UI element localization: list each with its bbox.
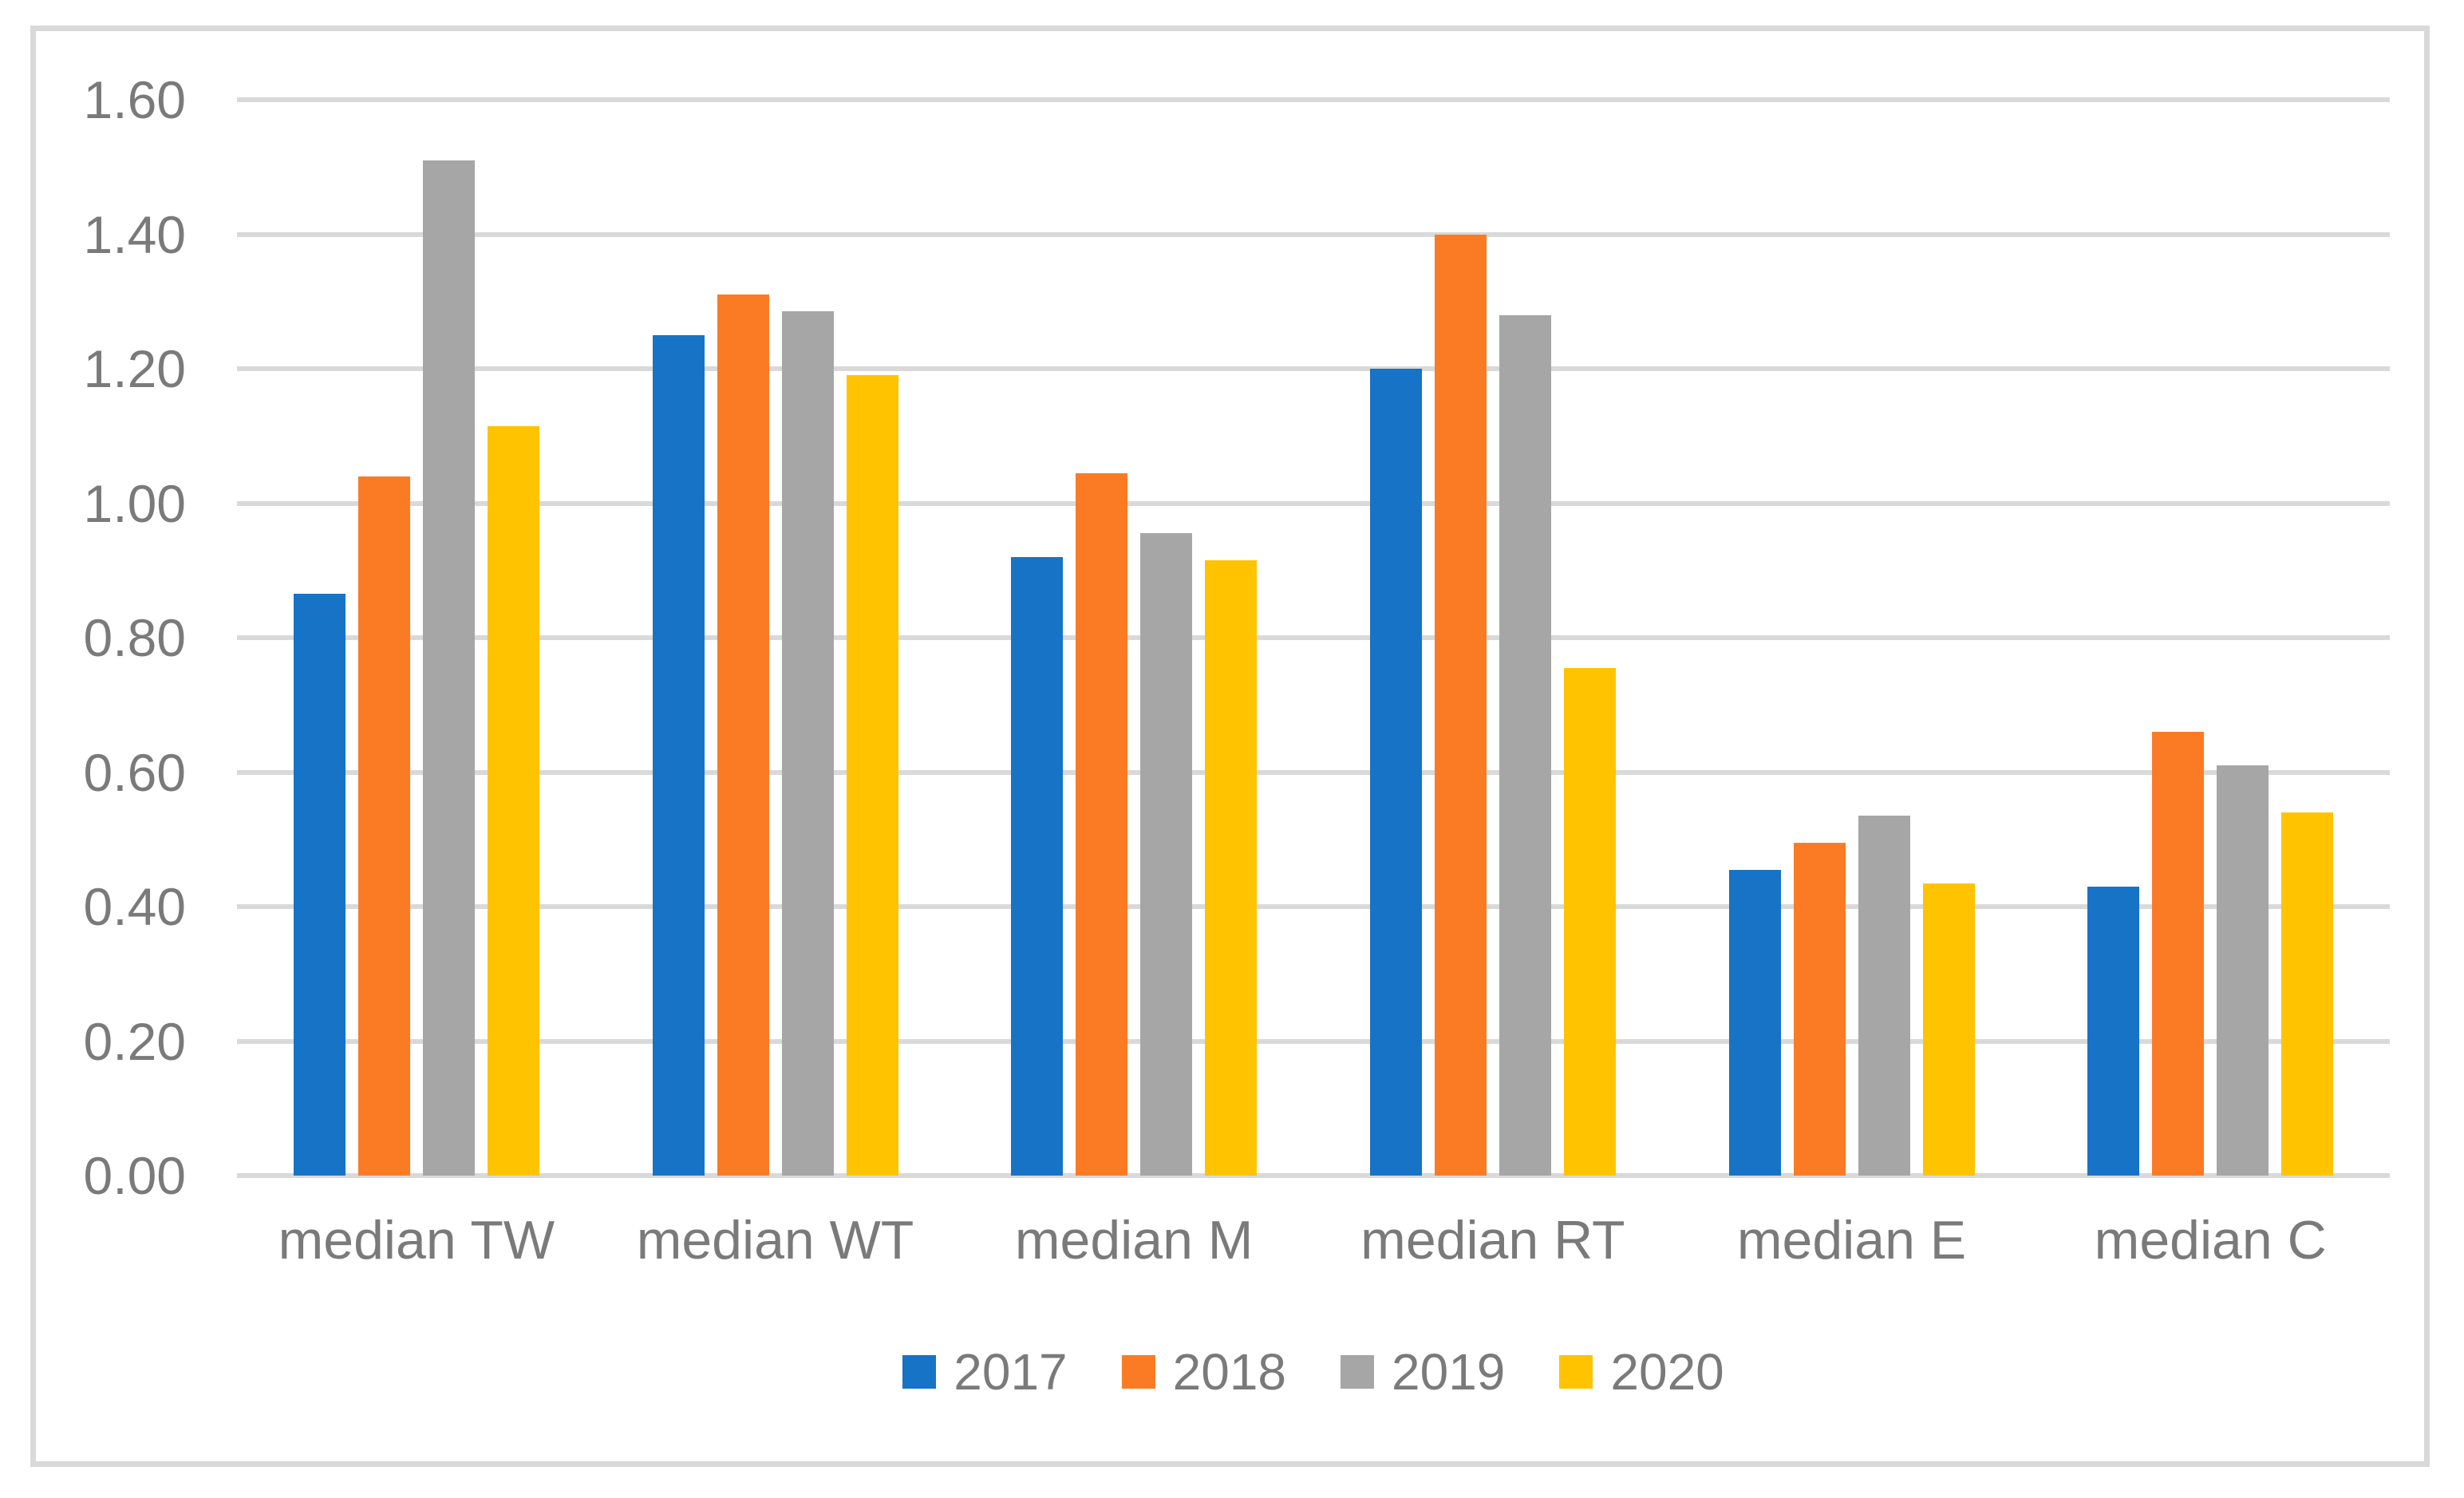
gridline: [237, 501, 2390, 506]
gridline: [237, 1173, 2390, 1178]
x-category-label: median C: [2094, 1210, 2327, 1271]
x-category-label: median WT: [636, 1210, 914, 1271]
chart-border: 0.00 0.20 0.40 0.60 0.80 1.00 1.20 1.40 1.60 med…: [30, 26, 2430, 1467]
bar-2017-median-c: [2087, 887, 2139, 1176]
y-tick-label: 1.60: [83, 70, 186, 129]
bar-2020-median-e: [1923, 883, 1975, 1176]
bar-2020-median-m: [1205, 560, 1257, 1176]
legend-item-2019: 2019: [1341, 1344, 1505, 1400]
bar-2019-median-m: [1140, 533, 1192, 1176]
bar-2019-median-tw: [423, 160, 475, 1176]
y-tick-label: 1.40: [83, 205, 186, 264]
plot-area: [237, 97, 2390, 1178]
bar-2018-median-e: [1794, 843, 1846, 1176]
gridline: [237, 97, 2390, 102]
y-tick-label: 0.40: [83, 877, 186, 936]
legend-swatch-2017: [902, 1355, 937, 1389]
legend-label-2019: 2019: [1392, 1343, 1506, 1401]
y-tick-label: 1.20: [83, 339, 186, 398]
y-tick-label: 0.80: [83, 608, 186, 667]
y-tick-label: 0.20: [83, 1012, 186, 1071]
bar-2020-median-c: [2281, 812, 2333, 1176]
legend-item-2018: 2018: [1121, 1343, 1286, 1401]
bar-2019-median-e: [1858, 816, 1910, 1176]
legend-swatch-2020: [1559, 1355, 1593, 1389]
gridline: [237, 635, 2390, 640]
bar-2017-median-m: [1011, 557, 1063, 1176]
bar-2020-median-rt: [1564, 668, 1616, 1176]
legend-label-2017: 2017: [954, 1343, 1068, 1401]
bar-2019-median-wt: [782, 311, 834, 1176]
y-tick-label: 0.00: [83, 1146, 186, 1205]
y-tick-label: 0.60: [83, 743, 186, 802]
gridline: [237, 904, 2390, 909]
legend-label-2018: 2018: [1172, 1343, 1286, 1401]
y-axis: 0.00 0.20 0.40 0.60 0.80 1.00 1.20 1.40 1.60: [36, 70, 186, 1205]
x-category-label: median E: [1736, 1210, 1967, 1271]
bar-2018-median-tw: [358, 476, 410, 1176]
gridline: [237, 232, 2390, 237]
x-category-label: median M: [1014, 1210, 1254, 1271]
legend-swatch-2019: [1341, 1355, 1374, 1389]
bar-2017-median-tw: [294, 594, 346, 1176]
x-category-label: median TW: [278, 1210, 555, 1271]
bar-2020-median-tw: [488, 426, 539, 1176]
bar-2019-median-rt: [1499, 315, 1551, 1176]
bar-2017-median-e: [1729, 870, 1781, 1176]
bar-2020-median-wt: [847, 375, 898, 1176]
bar-2018-median-m: [1076, 473, 1127, 1176]
x-axis: median TW median WT median M median RT media…: [237, 1196, 2390, 1284]
bar-2018-median-rt: [1435, 235, 1487, 1176]
x-category-label: median RT: [1360, 1210, 1625, 1271]
legend-item-2020: 2020: [1559, 1344, 1724, 1400]
legend-label-2020: 2020: [1610, 1343, 1724, 1401]
y-tick-label: 1.00: [83, 474, 186, 533]
bar-2019-median-c: [2217, 765, 2269, 1176]
gridline: [237, 1039, 2390, 1044]
gridline: [237, 770, 2390, 775]
gridline: [237, 366, 2390, 371]
bar-2018-median-wt: [717, 294, 769, 1176]
bar-2017-median-rt: [1370, 369, 1422, 1176]
legend: 2017 2018 2019 2020: [237, 1340, 2390, 1404]
bar-2017-median-wt: [653, 335, 705, 1176]
legend-item-2017: 2017: [902, 1343, 1068, 1401]
bar-2018-median-c: [2152, 732, 2204, 1176]
legend-swatch-2018: [1121, 1355, 1155, 1389]
